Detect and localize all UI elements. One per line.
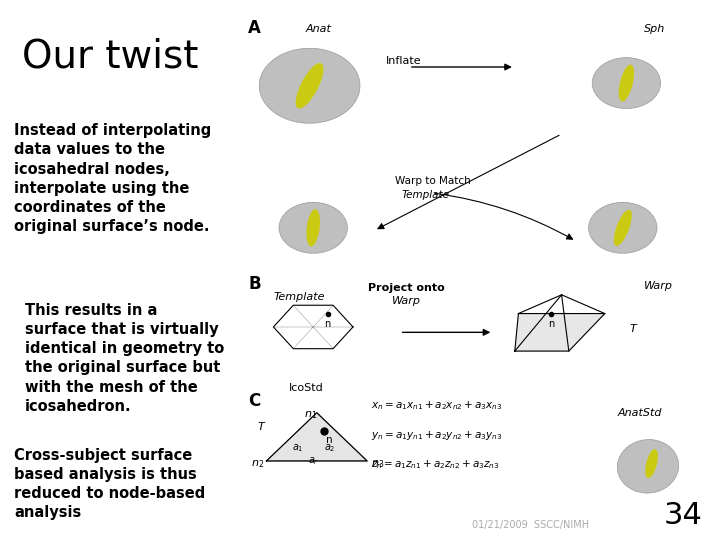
- Text: Project onto: Project onto: [369, 283, 445, 293]
- Text: A: A: [248, 19, 261, 37]
- Text: Cross-subject surface
based analysis is thus
reduced to node-based
analysis: Cross-subject surface based analysis is …: [14, 448, 206, 520]
- Text: Anat: Anat: [306, 24, 332, 34]
- Text: $a_r$: $a_r$: [307, 456, 319, 468]
- Text: 34: 34: [663, 501, 702, 530]
- Text: T: T: [630, 325, 636, 334]
- Text: n: n: [325, 319, 330, 329]
- Text: $a_2$: $a_2$: [324, 442, 336, 454]
- Ellipse shape: [618, 65, 634, 102]
- Text: 01/21/2009  SSCC/NIMH: 01/21/2009 SSCC/NIMH: [472, 519, 589, 530]
- Text: n: n: [326, 435, 333, 445]
- Text: Sph: Sph: [644, 24, 666, 34]
- Text: T: T: [258, 422, 264, 432]
- Text: Warp to Match: Warp to Match: [395, 176, 470, 186]
- Text: Template: Template: [273, 292, 325, 302]
- Text: B: B: [248, 275, 261, 293]
- Text: $z_n = a_1z_{n1} + a_2z_{n2} + a_3z_{n3}$: $z_n = a_1z_{n1} + a_2z_{n2} + a_3z_{n3}…: [371, 458, 499, 471]
- Text: n: n: [548, 319, 554, 329]
- Polygon shape: [266, 413, 367, 461]
- Ellipse shape: [307, 209, 320, 246]
- Text: Inflate: Inflate: [385, 56, 421, 66]
- Text: AnatStd: AnatStd: [618, 408, 662, 418]
- Ellipse shape: [617, 440, 679, 493]
- Text: $a_1$: $a_1$: [292, 442, 303, 454]
- Text: $y_n = a_1y_{n1} + a_2y_{n2} + a_3y_{n3}$: $y_n = a_1y_{n1} + a_2y_{n2} + a_3y_{n3}…: [371, 429, 503, 442]
- Polygon shape: [515, 314, 605, 351]
- Ellipse shape: [259, 48, 360, 123]
- Ellipse shape: [645, 449, 658, 478]
- Text: Warp: Warp: [644, 281, 673, 292]
- Ellipse shape: [592, 58, 661, 109]
- Text: Warp: Warp: [392, 296, 421, 306]
- Text: IcoStd: IcoStd: [289, 383, 323, 393]
- Text: $n_2$: $n_2$: [251, 458, 264, 470]
- Text: Template: Template: [402, 190, 450, 200]
- Ellipse shape: [588, 202, 657, 253]
- Text: $n_3$: $n_3$: [372, 458, 384, 470]
- Ellipse shape: [279, 202, 347, 253]
- Ellipse shape: [613, 210, 632, 246]
- Text: $x_n = a_1x_{n1} + a_2x_{n2} + a_3x_{n3}$: $x_n = a_1x_{n1} + a_2x_{n2} + a_3x_{n3}…: [371, 399, 503, 412]
- Ellipse shape: [296, 63, 323, 109]
- Text: $n_1$: $n_1$: [305, 409, 318, 421]
- Text: This results in a
surface that is virtually
identical in geometry to
the origina: This results in a surface that is virtua…: [25, 303, 225, 414]
- Text: C: C: [248, 393, 261, 410]
- Text: Instead of interpolating
data values to the
icosahedral nodes,
interpolate using: Instead of interpolating data values to …: [14, 123, 212, 234]
- Text: Our twist: Our twist: [22, 37, 198, 76]
